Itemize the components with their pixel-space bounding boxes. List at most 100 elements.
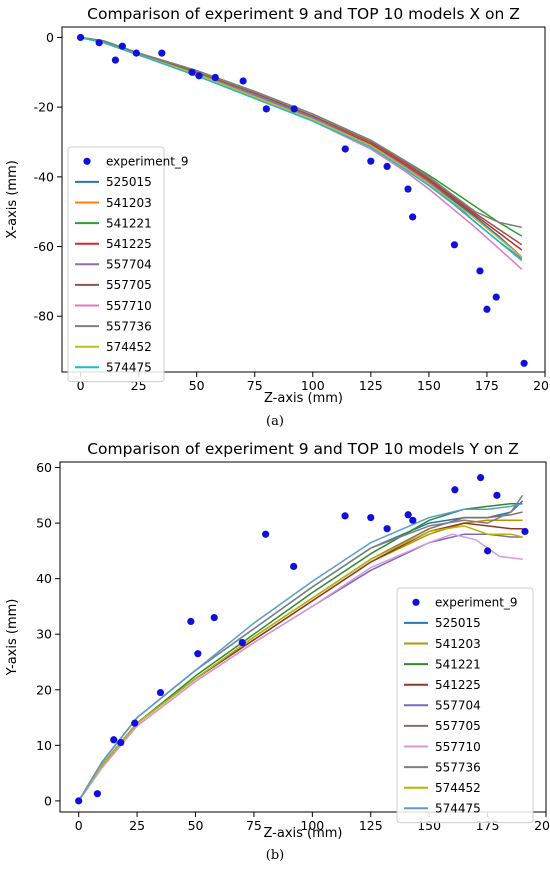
legend-label-557736: 557736 (435, 760, 481, 774)
y-tick-label: -60 (34, 239, 54, 254)
experiment-point (156, 688, 165, 697)
legend-label-557704: 557704 (435, 699, 481, 713)
experiment-point (383, 162, 391, 170)
x-tick-label: 125 (359, 378, 383, 393)
chart-panel-b: Comparison of experiment 9 and TOP 10 mo… (0, 435, 550, 871)
y-axis-label: X-axis (mm) (5, 160, 20, 239)
x-tick-label: 75 (247, 378, 263, 393)
x-tick-label: 200 (534, 818, 550, 833)
y-tick-label: -80 (34, 309, 54, 324)
x-tick-label: 50 (189, 378, 205, 393)
legend-label-541225: 541225 (435, 678, 481, 692)
experiment-point (450, 241, 459, 249)
x-tick-label: 100 (300, 818, 324, 833)
legend-label-541203: 541203 (435, 637, 481, 651)
legend-label-557736: 557736 (106, 319, 152, 333)
experiment-point (158, 49, 166, 57)
series-line-574475 (78, 502, 523, 802)
legend-label-541221: 541221 (435, 657, 481, 671)
legend-label-525015: 525015 (106, 175, 152, 189)
experiment-point (118, 42, 126, 50)
legend-marker-experiment (412, 598, 420, 606)
x-tick-label: 25 (129, 818, 145, 833)
y-tick-label: 50 (36, 516, 52, 531)
legend-box (396, 587, 534, 824)
experiment-point (341, 145, 349, 153)
x-tick-label: 125 (359, 818, 383, 833)
experiment-point (117, 738, 125, 747)
x-tick-label: 0 (77, 378, 85, 393)
experiment-point (383, 525, 391, 533)
legend-label-557705: 557705 (106, 278, 152, 292)
experiment-point (483, 547, 492, 555)
experiment-point (110, 736, 118, 744)
experiment-point (111, 56, 120, 64)
x-tick-label: 50 (188, 818, 204, 833)
experiment-point (76, 33, 85, 42)
experiment-point (409, 213, 417, 221)
legend-label-541225: 541225 (106, 237, 152, 251)
experiment-point (188, 68, 196, 76)
experiment-point (132, 49, 140, 57)
experiment-point (195, 72, 203, 80)
y-tick-label: 30 (36, 627, 52, 642)
plot-frame (59, 461, 547, 813)
x-tick-label: 150 (417, 378, 441, 393)
chart-b-svg: Comparison of experiment 9 and TOP 10 mo… (5, 440, 550, 863)
y-axis-label: Y-axis (mm) (5, 599, 20, 677)
experiment-point (262, 105, 270, 113)
experiment-point (341, 512, 349, 520)
x-tick-label: 100 (301, 378, 325, 393)
experiment-point (211, 73, 219, 82)
legend-marker-experiment (83, 157, 91, 165)
y-tick-label: -40 (34, 169, 54, 184)
x-axis-label: Z-axis (mm) (264, 391, 343, 406)
experiment-point (404, 185, 412, 193)
experiment-point (476, 473, 485, 482)
experiment-point (75, 797, 83, 805)
experiment-point (483, 305, 491, 313)
experiment-point (476, 267, 484, 275)
experiment-point (194, 650, 202, 658)
legend-label-541221: 541221 (106, 216, 152, 230)
legend-label-557710: 557710 (435, 740, 481, 754)
x-tick-label: 175 (475, 378, 499, 393)
legend-label-541203: 541203 (106, 196, 152, 210)
experiment-point (239, 77, 247, 85)
experiment-point (131, 719, 139, 727)
legend-label-experiment: experiment_9 (435, 596, 518, 610)
legend-label-574452: 574452 (106, 340, 152, 354)
experiment-point (492, 293, 500, 301)
legend-label-557704: 557704 (106, 258, 152, 272)
legend-label-525015: 525015 (435, 616, 481, 630)
series-line-574452 (78, 525, 523, 802)
experiment-point (451, 486, 459, 494)
experiment-point (493, 491, 501, 499)
experiment-point (520, 359, 528, 367)
y-tick-label: 10 (36, 738, 52, 753)
y-tick-label: 60 (36, 460, 52, 475)
experiment-point (187, 617, 195, 626)
experiment-point (409, 516, 417, 524)
experiment-point (404, 511, 412, 519)
chart-panel-a: Comparison of experiment 9 and TOP 10 mo… (0, 0, 550, 435)
experiment-point (262, 530, 270, 538)
experiment-point (290, 105, 298, 113)
legend-label-574452: 574452 (435, 781, 481, 795)
experiment-point (367, 513, 375, 522)
panel-label: (b) (266, 848, 284, 863)
experiment-point (290, 562, 298, 571)
panel-label: (a) (266, 414, 284, 429)
x-tick-label: 200 (533, 378, 550, 393)
legend-label-557705: 557705 (435, 719, 481, 733)
experiment-point (238, 638, 246, 647)
series-line-557710 (78, 533, 523, 802)
y-tick-label: 40 (36, 571, 52, 586)
chart-a-svg: Comparison of experiment 9 and TOP 10 mo… (5, 5, 550, 429)
legend-label-557710: 557710 (106, 299, 152, 313)
experiment-point (367, 157, 375, 165)
legend-label-experiment: experiment_9 (106, 155, 189, 169)
x-tick-label: 75 (246, 818, 262, 833)
y-tick-label: 0 (46, 30, 54, 45)
legend-label-574475: 574475 (435, 802, 481, 816)
